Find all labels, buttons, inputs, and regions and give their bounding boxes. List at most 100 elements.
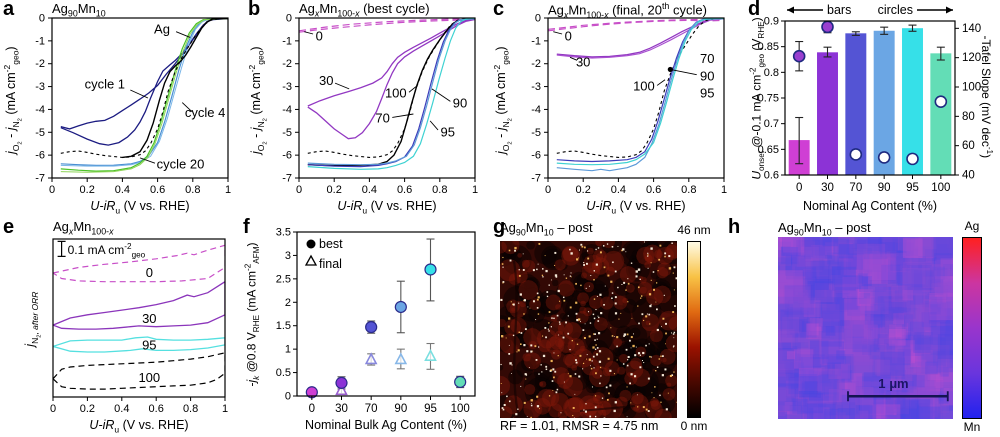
tick-label: -5 <box>531 127 541 139</box>
tick-label: -4 <box>35 104 45 116</box>
tick-label: 3.5 <box>276 227 291 239</box>
curve-label: 0 <box>146 265 153 280</box>
panel-d-plot: 0 30 70 90 95 100 0.6 0.65 0.7 0.75 0.8 0.85 0.9 40 60… <box>758 3 982 194</box>
curve-label: Ag <box>154 21 170 36</box>
curve-x95 <box>556 18 724 166</box>
curve-x0-a <box>548 19 724 32</box>
tick-label: 0.4 <box>611 184 626 196</box>
x-axis-label: U-iRu (V vs. RHE) <box>337 199 437 216</box>
tick-label: -2 <box>35 58 45 70</box>
bar-70 <box>845 33 867 175</box>
annotation-leader <box>334 82 350 90</box>
tick-label: -3 <box>531 81 541 93</box>
panel-f-plot: 0 30 70 90 95 100 0 0.5 1 1.5 2 2.5 3 3.5 best final <box>276 227 476 415</box>
final-triangle-70 <box>364 352 378 365</box>
panel-g: g 46 nm 0 nm Ag90Mn10 – post RF = 1.01, RMS… <box>490 216 725 437</box>
tick-label: -6 <box>282 150 292 162</box>
panel-f-letter: f <box>243 216 250 238</box>
tick-label: 120 <box>962 52 981 64</box>
tick-label: -6 <box>531 150 541 162</box>
tick-label: 0.65 <box>758 144 779 156</box>
tick-label: 0.5 <box>276 367 291 379</box>
tick-label: 40 <box>962 170 975 182</box>
tick-label: 0 <box>50 403 56 415</box>
panel-b-plot: 0 30 100 70 90 95 0 0.2 0.4 0.6 0.8 1 0 -1 -2 -3 -4 -5 -6 -… <box>282 13 478 197</box>
panel-b: b 0 30 100 70 90 95 0 0.2 0.4 0.6 0.8 1 0 -1 -2 -3 -4 -5 -… <box>245 0 490 218</box>
curve-cycle-4b <box>60 18 228 167</box>
tick-label: 0 <box>49 184 55 196</box>
tick-label: 90 <box>394 403 407 415</box>
curve-cycle-4 <box>60 18 228 167</box>
panel-e-letter: e <box>3 216 15 238</box>
curve-x100-dashed <box>556 18 724 158</box>
tick-label: 70 <box>365 403 378 415</box>
curve-cycle-20b <box>60 18 228 173</box>
annotation-leader <box>553 31 563 35</box>
curve-label: 70 <box>375 111 389 126</box>
tick-label: -6 <box>35 150 45 162</box>
bar-100 <box>930 53 952 176</box>
y-axis-label: -jk @0.8 VRHE (mA cm-2AFM) <box>243 242 261 387</box>
tick-label: 95 <box>424 403 437 415</box>
tick-label: -7 <box>282 173 292 185</box>
curve-ag-solid <box>122 18 228 159</box>
colorbar-top-label: 46 nm <box>677 223 711 237</box>
final-triangle-90 <box>394 352 408 365</box>
tick-label: 0.6 <box>150 184 165 196</box>
tick-label: 80 <box>962 111 975 123</box>
tick-label: 0 <box>285 391 291 403</box>
tick-label: 0.8 <box>185 184 200 196</box>
tick-label: 0 <box>39 13 45 25</box>
curve-cv-0 <box>53 244 225 283</box>
panel-c-letter: c <box>493 0 505 20</box>
x-axis-label: U-iRu (V vs. RHE) <box>586 199 686 216</box>
axes-box <box>784 20 956 176</box>
curve-cv-30 <box>53 280 225 330</box>
header-circles: circles <box>878 3 913 17</box>
tafel-circle-100 <box>934 95 948 108</box>
tick-label: 0.6 <box>149 403 164 415</box>
tick-label: -4 <box>531 104 541 116</box>
colorbar-bottom-label: 0 nm <box>680 419 708 433</box>
tick-label: 70 <box>849 182 862 194</box>
curve-x70 <box>307 18 475 168</box>
y-axis-label: jO2 - jN2 (mA cm-2geo) <box>491 46 514 155</box>
tick-label: 2.5 <box>276 273 291 285</box>
annotation-leader <box>304 31 314 35</box>
panel-b-title: AgxMn100-x (best cycle) <box>299 1 430 19</box>
legend-circle-icon <box>306 239 316 249</box>
bar-30 <box>817 52 838 175</box>
tick-label: 1 <box>285 344 291 356</box>
tick-label: 0 <box>796 182 802 194</box>
curve-cycle-20 <box>60 18 228 172</box>
axes-box <box>51 17 229 179</box>
curve-label: 100 <box>138 370 160 385</box>
curve-label: 95 <box>142 338 156 353</box>
final-triangle-95 <box>424 348 437 361</box>
panel-h-letter: h <box>728 216 741 238</box>
colorbar <box>687 241 701 418</box>
tick-label: 0.2 <box>327 184 342 196</box>
tafel-circle-70 <box>849 148 863 161</box>
tick-label: 60 <box>962 140 975 152</box>
colorbar <box>962 237 982 419</box>
tick-label: -7 <box>35 173 45 185</box>
curve-x30-lower <box>307 18 475 140</box>
best-circle-95 <box>424 263 437 276</box>
legend-triangle-icon <box>304 254 318 266</box>
y-axis-label: jN2, after ORR <box>22 291 43 347</box>
axes-box <box>298 17 476 179</box>
tick-label: -3 <box>35 81 45 93</box>
curve-label: 0 <box>565 28 572 43</box>
tafel-circle-0 <box>792 49 806 63</box>
curve-cv-100 <box>53 352 225 390</box>
tick-label: 0.8 <box>681 184 696 196</box>
tick-label: 0.8 <box>183 403 198 415</box>
annotation-leader <box>569 56 578 61</box>
curve-cv-95 <box>53 336 225 353</box>
panel-b-letter: b <box>248 0 261 20</box>
tick-label: 0.4 <box>362 184 377 196</box>
curve-x30-b <box>556 18 724 59</box>
tick-label: 1 <box>721 184 727 196</box>
